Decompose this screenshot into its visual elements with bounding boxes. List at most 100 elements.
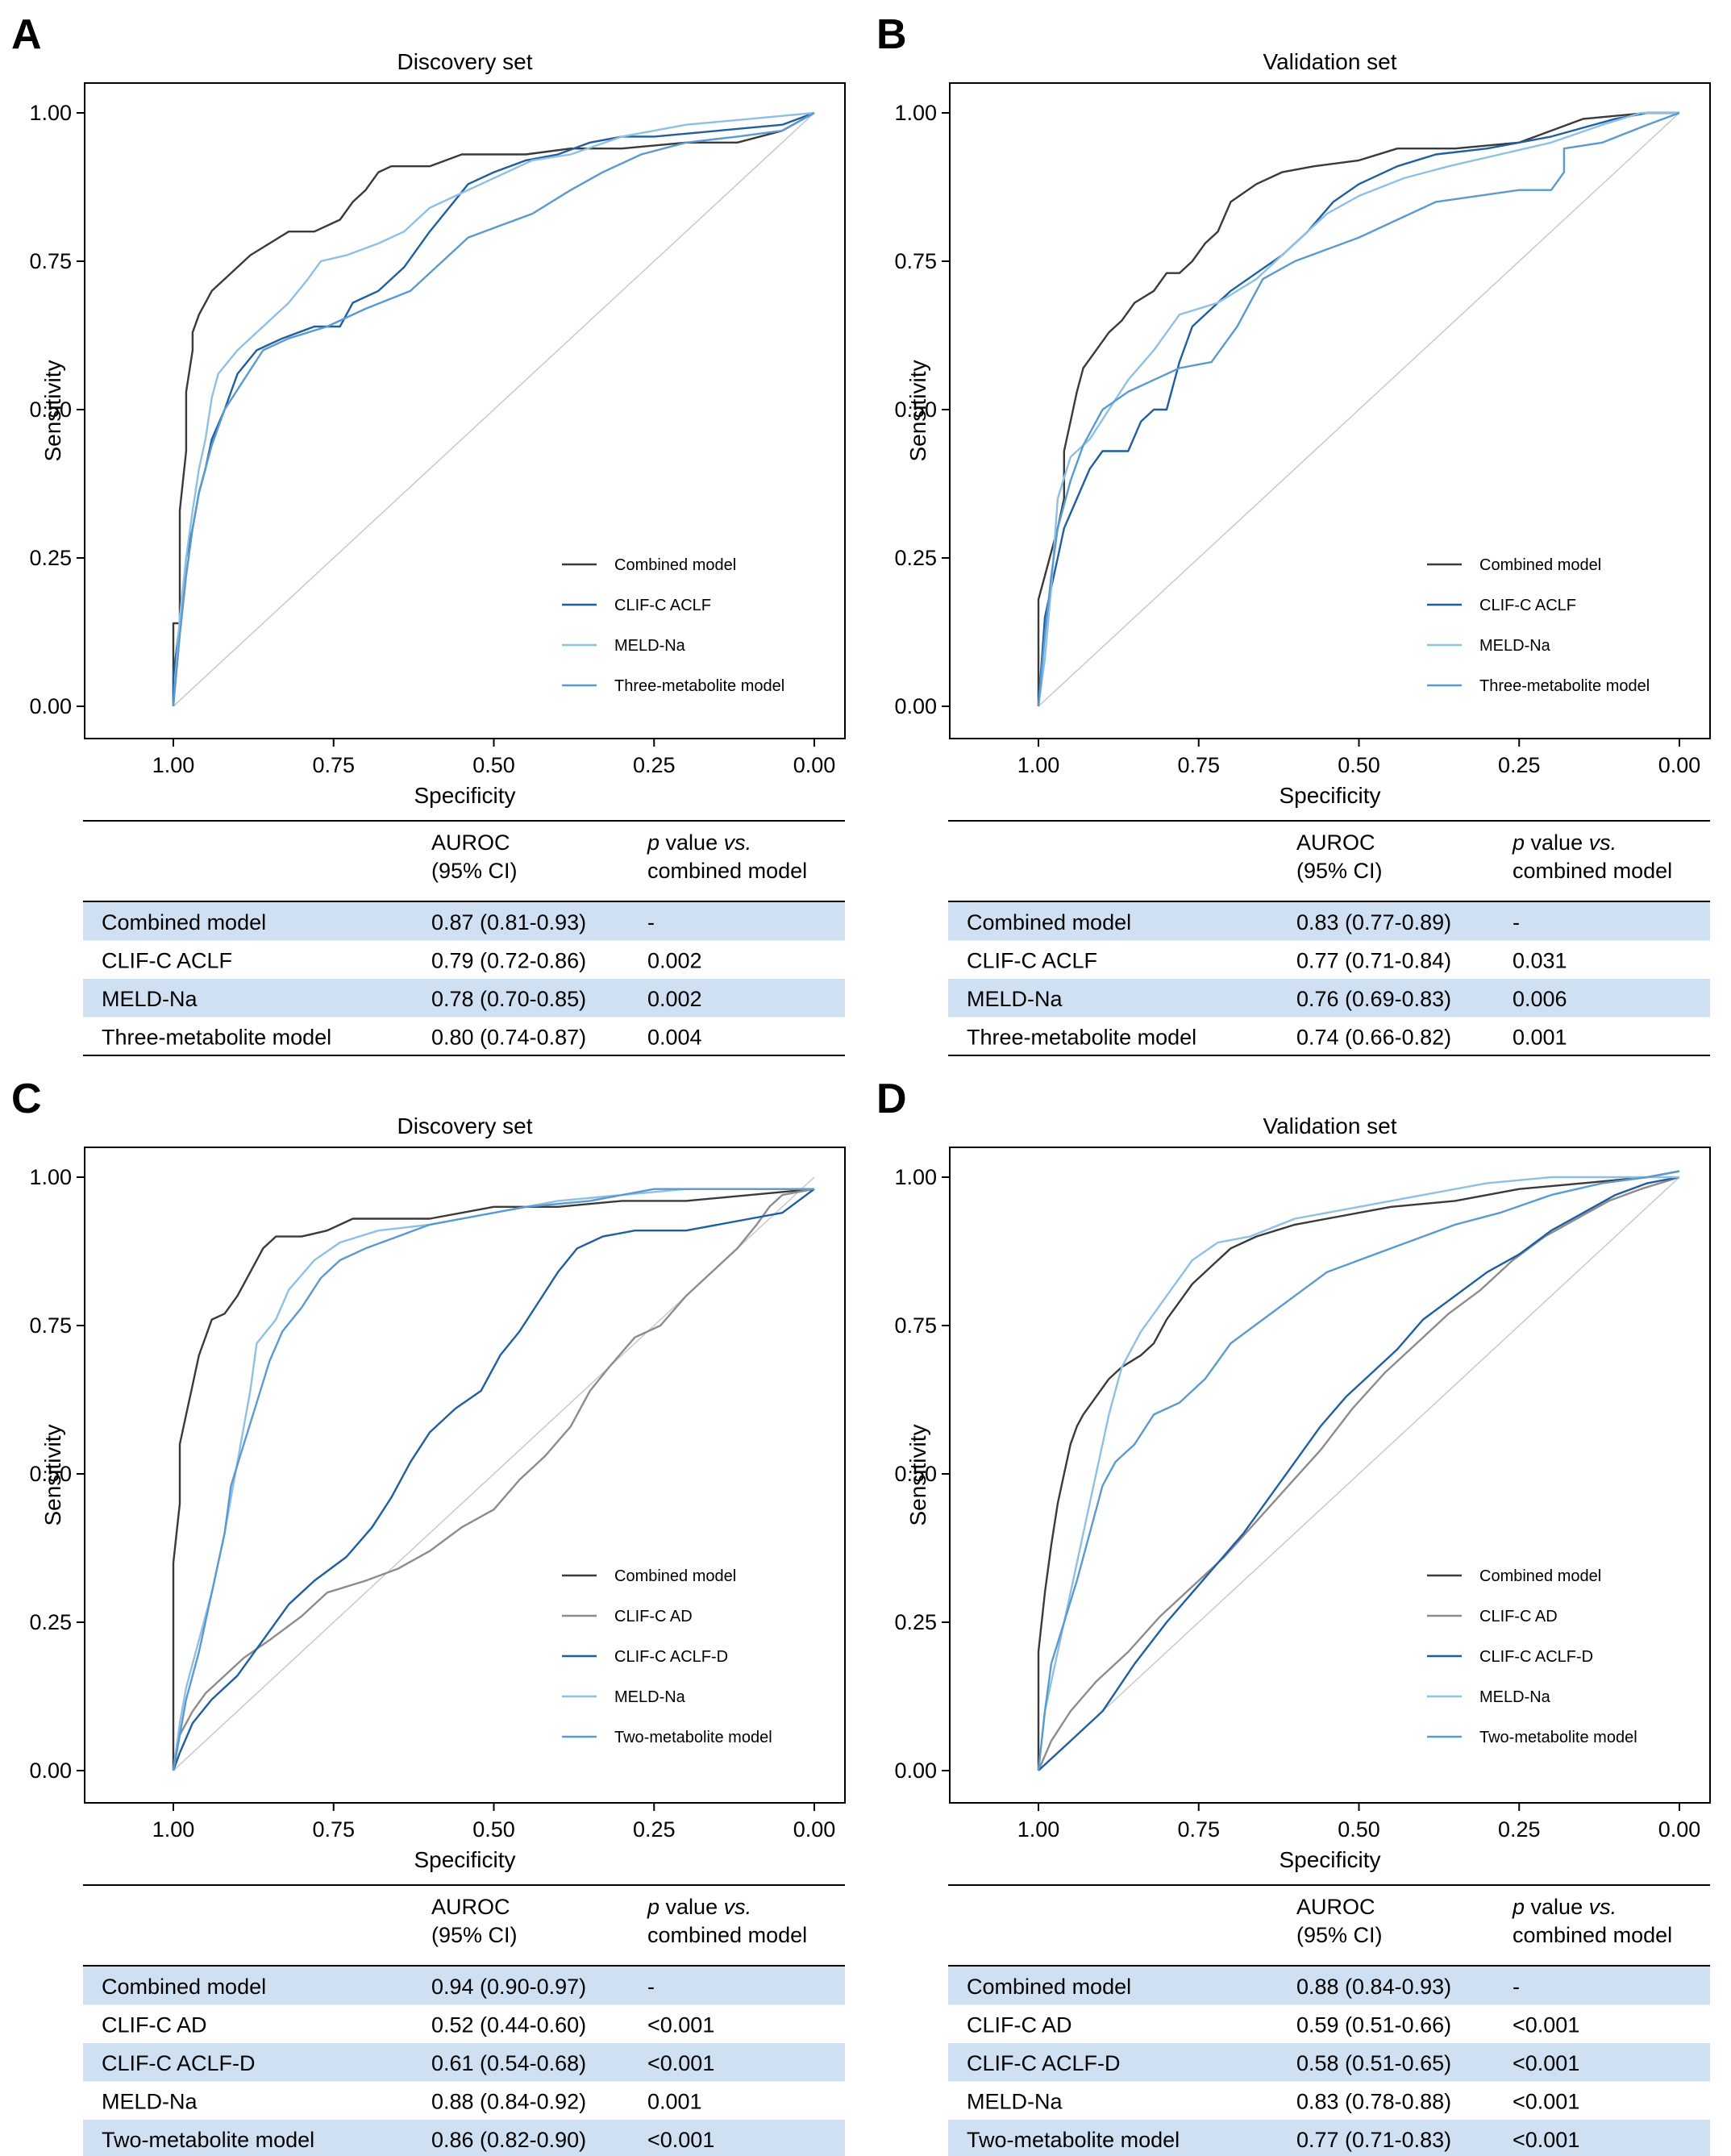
- table-cell-model: MELD-Na: [967, 987, 1063, 1011]
- table-header-ci: (95% CI): [1296, 1923, 1383, 1947]
- reference-diagonal: [1038, 112, 1680, 707]
- roc-curve-three-metabolite-model: [172, 111, 815, 707]
- table-row-band: [948, 2043, 1710, 2082]
- table-cell-auroc: 0.94 (0.90-0.97): [431, 1975, 586, 1999]
- table-header-comparison: combined model: [647, 1923, 807, 1947]
- y-tick-label: 0.50: [29, 1462, 72, 1486]
- roc-curve-two-metabolite-model: [172, 1188, 814, 1771]
- y-tick-label: 0.75: [29, 1313, 72, 1338]
- panel-letter: B: [876, 11, 907, 58]
- table-cell-auroc: 0.59 (0.51-0.66): [1296, 2012, 1451, 2037]
- legend-label: CLIF-C ACLF: [614, 597, 711, 614]
- legend-label: Three-metabolite model: [1479, 677, 1650, 695]
- table-header-ci: (95% CI): [1296, 859, 1383, 883]
- x-tick-label: 0.00: [793, 753, 836, 777]
- table-cell-auroc: 0.77 (0.71-0.84): [1296, 948, 1451, 972]
- legend-label: CLIF-C AD: [614, 1608, 693, 1625]
- table-cell-model: CLIF-C ACLF-D: [967, 2051, 1121, 2075]
- roc-curve-clif-c-aclf: [1037, 111, 1679, 707]
- y-tick-label: 0.75: [29, 249, 72, 273]
- y-axis-label: Sensitivity: [40, 1424, 65, 1525]
- roc-curve-meld-na: [172, 1188, 814, 1771]
- table-cell-auroc: 0.79 (0.72-0.86): [431, 948, 586, 972]
- table-row-band: [83, 2043, 845, 2082]
- x-tick-label: 0.75: [312, 753, 355, 777]
- table-cell-auroc: 0.74 (0.66-0.82): [1296, 1025, 1451, 1049]
- x-tick-label: 0.50: [1338, 753, 1380, 777]
- y-tick-label: 0.75: [894, 249, 937, 273]
- x-tick-label: 0.25: [1498, 753, 1541, 777]
- table-cell-auroc: 0.88 (0.84-0.92): [431, 2089, 586, 2113]
- x-tick-label: 0.25: [633, 1817, 676, 1842]
- legend-label: Two-metabolite model: [1479, 1729, 1637, 1746]
- y-tick-label: 1.00: [29, 1165, 72, 1189]
- x-tick-label: 0.50: [472, 1817, 515, 1842]
- x-tick-label: 1.00: [1017, 1817, 1060, 1842]
- legend-label: CLIF-C ACLF-D: [1479, 1648, 1593, 1666]
- legend-label: CLIF-C ACLF: [1479, 597, 1576, 614]
- roc-curve-meld-na: [1037, 111, 1679, 707]
- table-cell-model: Two-metabolite model: [967, 2128, 1180, 2152]
- legend-label: CLIF-C ACLF-D: [614, 1648, 728, 1666]
- legend-label: MELD-Na: [614, 1688, 686, 1706]
- chart-title: Discovery set: [397, 1113, 532, 1138]
- table-cell-auroc: 0.87 (0.81-0.93): [431, 910, 586, 934]
- legend-label: MELD-Na: [1479, 1688, 1551, 1706]
- plot-frame: [84, 82, 846, 739]
- roc-curve-combined-model: [172, 111, 815, 706]
- table-cell-pvalue: 0.031: [1513, 948, 1567, 972]
- table-cell-pvalue: <0.001: [647, 2012, 714, 2037]
- legend-label: Combined model: [614, 1567, 736, 1585]
- roc-curve-clif-c-ad: [172, 1188, 815, 1771]
- roc-curve-meld-na: [1037, 1176, 1679, 1771]
- x-tick-label: 0.00: [1658, 1817, 1701, 1842]
- table-cell-pvalue: <0.001: [1513, 2128, 1579, 2152]
- x-tick-label: 0.50: [1338, 1817, 1380, 1842]
- table-cell-pvalue: <0.001: [1513, 2012, 1579, 2037]
- y-tick-label: 1.00: [894, 1165, 937, 1189]
- table-header-ci: (95% CI): [431, 859, 518, 883]
- panel-c: C Discovery set 1.00 0.75 0.50 0.25 0.00 0.00 0.…: [0, 1064, 865, 2156]
- x-tick-label: 0.75: [1177, 1817, 1220, 1842]
- table-header-ci: (95% CI): [431, 1923, 518, 1947]
- y-tick-label: 1.00: [29, 101, 72, 125]
- y-tick-label: 0.50: [894, 1462, 937, 1486]
- y-axis-label: Sensitivity: [905, 360, 930, 461]
- roc-chart-c: C Discovery set 1.00 0.75 0.50 0.25 0.00 0.00 0.…: [11, 1076, 846, 2156]
- table-row-band: [83, 979, 845, 1018]
- y-tick-label: 0.25: [894, 546, 937, 570]
- x-tick-label: 0.25: [633, 753, 676, 777]
- plot-frame: [84, 1147, 846, 1804]
- chart-title: Validation set: [1263, 49, 1396, 74]
- x-tick-label: 1.00: [152, 753, 195, 777]
- table-cell-auroc: 0.52 (0.44-0.60): [431, 2012, 586, 2037]
- roc-curve-meld-na: [172, 111, 815, 707]
- roc-curve-clif-c-aclf-d: [172, 1188, 815, 1771]
- table-header-auroc: AUROC: [1296, 830, 1375, 855]
- table-header-auroc: AUROC: [1296, 1895, 1375, 1919]
- x-axis-label: Specificity: [1279, 783, 1380, 808]
- x-tick-label: 1.00: [152, 1817, 195, 1842]
- y-axis-label: Sensitivity: [905, 1424, 930, 1525]
- x-tick-label: 0.75: [1177, 753, 1220, 777]
- table-cell-model: Combined model: [967, 1975, 1131, 1999]
- table-header-comparison: combined model: [647, 859, 807, 883]
- table-cell-pvalue: 0.002: [647, 948, 702, 972]
- panel-d: D Validation set 1.00 0.75 0.50 0.25 0.00 0.00 0…: [865, 1064, 1731, 2156]
- legend-label: Two-metabolite model: [614, 1729, 772, 1746]
- x-tick-label: 0.75: [312, 1817, 355, 1842]
- x-tick-label: 0.50: [472, 753, 515, 777]
- table-cell-pvalue: <0.001: [1513, 2051, 1579, 2075]
- table-cell-auroc: 0.58 (0.51-0.65): [1296, 2051, 1451, 2075]
- chart-title: Discovery set: [397, 49, 532, 74]
- table-header-pvalue: p value vs.: [647, 830, 751, 855]
- table-cell-auroc: 0.78 (0.70-0.85): [431, 987, 586, 1011]
- chart-title: Validation set: [1263, 1113, 1396, 1138]
- table-cell-auroc: 0.88 (0.84-0.93): [1296, 1975, 1451, 1999]
- table-row-band: [948, 1967, 1710, 2005]
- table-cell-auroc: 0.77 (0.71-0.83): [1296, 2128, 1451, 2152]
- table-cell-pvalue: -: [647, 910, 655, 934]
- x-axis-label: Specificity: [1279, 1847, 1380, 1872]
- y-tick-label: 0.25: [29, 1610, 72, 1634]
- table-header-comparison: combined model: [1513, 859, 1672, 883]
